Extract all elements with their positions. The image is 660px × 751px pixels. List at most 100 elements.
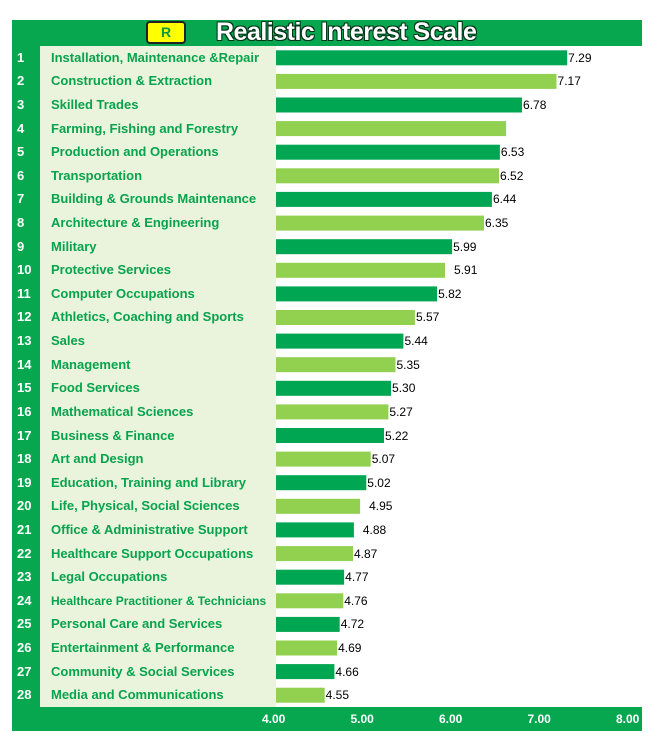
rank-number: 14 bbox=[17, 356, 32, 372]
chart-title: Realistic Interest Scale bbox=[216, 18, 477, 46]
bar bbox=[276, 191, 492, 207]
rank-number: 22 bbox=[17, 545, 32, 561]
data-label: 6.52 bbox=[500, 168, 524, 183]
category-label: Architecture & Engineering bbox=[51, 215, 220, 231]
category-label: Military bbox=[51, 238, 97, 254]
rank-number: 19 bbox=[17, 474, 32, 490]
category-label: Education, Training and Library bbox=[51, 474, 247, 490]
rank-number: 7 bbox=[17, 191, 25, 207]
rank-number: 28 bbox=[17, 687, 32, 703]
category-label: Mathematical Sciences bbox=[51, 403, 194, 419]
data-label: 5.91 bbox=[454, 263, 478, 278]
data-label: 7.29 bbox=[568, 50, 592, 65]
rank-number: 13 bbox=[17, 333, 32, 349]
rank-number: 23 bbox=[17, 569, 32, 585]
category-label: Community & Social Services bbox=[51, 663, 235, 679]
bar bbox=[276, 168, 499, 184]
category-label: Sales bbox=[51, 333, 85, 349]
data-label: 5.99 bbox=[453, 239, 477, 254]
rank-number: 9 bbox=[17, 238, 25, 254]
bar bbox=[276, 97, 522, 113]
rank-number: 6 bbox=[17, 167, 25, 183]
rank-number: 17 bbox=[17, 427, 32, 443]
category-label: Entertainment & Performance bbox=[51, 639, 235, 655]
rank-column: 1 2 3 4 5 6 7 8 9 10 11 12 13 14 15 16 17 18 19 20 21 22 23 24 2… bbox=[12, 46, 40, 707]
data-label: 5.27 bbox=[389, 404, 413, 419]
bar bbox=[276, 569, 345, 585]
rank-number: 8 bbox=[17, 215, 25, 231]
category-column: Installation, Maintenance &Repair Constru… bbox=[40, 46, 276, 707]
category-label: Skilled Trades bbox=[51, 97, 139, 113]
category-label: Personal Care and Services bbox=[51, 616, 223, 632]
rank-number: 26 bbox=[17, 639, 32, 655]
data-label: 4.72 bbox=[340, 617, 365, 632]
plot-area: 7.29 7.17 6.78 6.53 6.52 6.44 6.35 5.99 5.91 5.82… bbox=[276, 46, 642, 707]
data-label: 5.07 bbox=[371, 452, 396, 467]
category-label: Healthcare Support Occupations bbox=[51, 545, 254, 561]
category-label: Athletics, Coaching and Sports bbox=[51, 309, 244, 325]
bar bbox=[276, 144, 500, 160]
category-label: Construction & Extraction bbox=[51, 73, 213, 89]
bar bbox=[276, 73, 557, 89]
data-label: 4.95 bbox=[369, 499, 393, 514]
rank-number: 27 bbox=[17, 663, 32, 679]
rank-number: 12 bbox=[17, 309, 32, 325]
category-label: Installation, Maintenance &Repair bbox=[51, 49, 260, 65]
rank-number: 16 bbox=[17, 403, 32, 419]
rank-number: 15 bbox=[17, 380, 32, 396]
category-label: Transportation bbox=[51, 167, 143, 183]
rank-number: 4 bbox=[17, 120, 25, 136]
x-tick-label: 4.00 bbox=[262, 712, 286, 726]
rank-number: 10 bbox=[17, 262, 32, 278]
rank-number: 3 bbox=[17, 97, 25, 113]
bar bbox=[276, 357, 396, 373]
bar bbox=[276, 498, 361, 514]
category-label: Farming, Fishing and Forestry bbox=[51, 120, 239, 136]
data-label: 6.78 bbox=[523, 98, 547, 113]
category-label: Office & Administrative Support bbox=[51, 521, 248, 537]
rank-number: 25 bbox=[17, 616, 32, 632]
x-tick-label: 8.00 bbox=[616, 712, 640, 726]
bar bbox=[276, 664, 335, 680]
x-tick-label: 7.00 bbox=[527, 712, 551, 726]
rank-number: 11 bbox=[17, 285, 31, 301]
data-label: 5.35 bbox=[396, 357, 420, 372]
scale-badge: R bbox=[146, 21, 186, 44]
data-label: 6.44 bbox=[492, 192, 517, 207]
bars-svg bbox=[276, 50, 568, 703]
data-label: 5.30 bbox=[392, 381, 416, 396]
bar bbox=[276, 451, 371, 467]
data-label: 5.22 bbox=[384, 428, 409, 443]
data-label: 4.77 bbox=[345, 570, 369, 585]
data-label: 5.02 bbox=[367, 475, 391, 490]
data-label: 6.53 bbox=[500, 145, 525, 160]
category-label: Food Services bbox=[51, 380, 140, 396]
bar bbox=[276, 428, 384, 443]
data-label: 4.76 bbox=[344, 593, 368, 608]
category-label: Business & Finance bbox=[51, 427, 175, 443]
rank-number: 24 bbox=[17, 592, 32, 608]
category-label: Life, Physical, Social Sciences bbox=[51, 498, 240, 514]
bar bbox=[276, 687, 325, 703]
category-label: Healthcare Practitioner & Technicians bbox=[51, 593, 267, 608]
category-label: Management bbox=[51, 356, 131, 372]
data-label: 7.17 bbox=[557, 74, 581, 89]
data-label: 6.35 bbox=[484, 216, 509, 231]
rank-number: 5 bbox=[17, 144, 25, 160]
x-tick-label: 5.00 bbox=[350, 712, 374, 726]
category-label: Media and Communications bbox=[51, 687, 224, 703]
bar bbox=[276, 380, 391, 396]
bar bbox=[276, 333, 404, 349]
bar bbox=[276, 310, 415, 325]
category-label: Art and Design bbox=[51, 451, 144, 467]
category-label: Legal Occupations bbox=[51, 569, 168, 585]
data-label: 4.66 bbox=[335, 664, 359, 679]
bar bbox=[276, 546, 353, 562]
category-label: Computer Occupations bbox=[51, 285, 195, 301]
bar bbox=[276, 50, 568, 66]
rank-number: 2 bbox=[17, 73, 25, 89]
category-label: Building & Grounds Maintenance bbox=[51, 191, 257, 207]
rank-number: 20 bbox=[17, 498, 32, 514]
category-label: Production and Operations bbox=[51, 144, 219, 160]
bar bbox=[276, 286, 438, 302]
